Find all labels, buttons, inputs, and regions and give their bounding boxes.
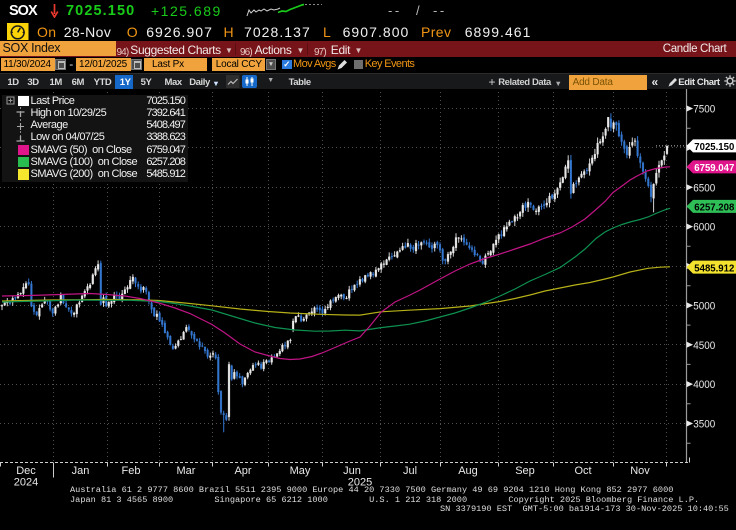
svg-text:Aug: Aug <box>458 465 478 477</box>
svg-text:Nov: Nov <box>630 465 650 477</box>
svg-text:Apr: Apr <box>234 465 251 477</box>
svg-text:4000: 4000 <box>693 379 715 391</box>
svg-text:Sep: Sep <box>515 465 535 477</box>
svg-text:5485.912: 5485.912 <box>694 262 734 274</box>
svg-text:2024: 2024 <box>14 477 38 489</box>
svg-text:7500: 7500 <box>693 104 715 116</box>
svg-text:6759.047: 6759.047 <box>694 162 734 174</box>
svg-text:6500: 6500 <box>693 182 715 194</box>
svg-text:Jul: Jul <box>403 465 417 477</box>
svg-text:2025: 2025 <box>348 477 372 489</box>
svg-text:4500: 4500 <box>693 340 715 352</box>
svg-text:3500: 3500 <box>693 419 715 431</box>
svg-text:6257.208: 6257.208 <box>694 202 734 214</box>
svg-text:Feb: Feb <box>122 465 141 477</box>
svg-text:Oct: Oct <box>574 465 591 477</box>
svg-text:Jun: Jun <box>343 465 361 477</box>
svg-text:Mar: Mar <box>177 465 196 477</box>
svg-text:7025.150: 7025.150 <box>694 141 734 153</box>
svg-text:Jan: Jan <box>72 465 90 477</box>
svg-text:5000: 5000 <box>693 301 715 313</box>
svg-text:May: May <box>290 465 311 477</box>
svg-text:6000: 6000 <box>693 222 715 234</box>
svg-text:Dec: Dec <box>16 465 36 477</box>
